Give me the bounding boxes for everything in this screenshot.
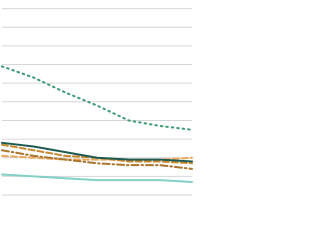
line-series bbox=[1, 65, 193, 131]
line-series bbox=[1, 173, 193, 183]
line-series bbox=[1, 141, 193, 163]
line-series bbox=[1, 149, 193, 170]
chart bbox=[1, 8, 193, 196]
